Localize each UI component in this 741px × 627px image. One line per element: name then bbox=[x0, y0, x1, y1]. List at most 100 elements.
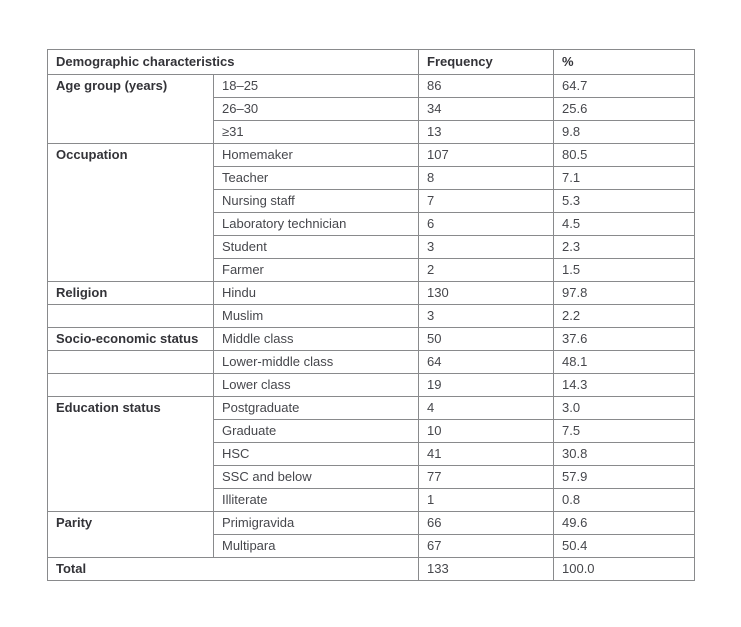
table-row: Farmer 2 1.5 bbox=[48, 258, 695, 282]
subcategory-cell: Postgraduate bbox=[213, 396, 419, 420]
table-row: Religion Hindu 130 97.8 bbox=[47, 281, 695, 305]
empty-category-cell bbox=[47, 373, 214, 397]
subcategory-cell: Nursing staff bbox=[213, 189, 419, 213]
frequency-cell: 4 bbox=[418, 396, 554, 420]
percent-cell: 5.3 bbox=[553, 189, 695, 213]
frequency-cell: 8 bbox=[418, 166, 554, 190]
percent-cell: 48.1 bbox=[553, 350, 695, 374]
frequency-cell: 50 bbox=[418, 327, 554, 351]
category-cell-age-group: Age group (years) bbox=[47, 74, 214, 144]
percent-cell: 0.8 bbox=[553, 488, 695, 512]
category-cell-education: Education status bbox=[47, 396, 214, 512]
percent-cell: 97.8 bbox=[553, 281, 695, 305]
header-cell-characteristic: Demographic characteristics bbox=[47, 49, 419, 75]
percent-cell: 49.6 bbox=[553, 511, 695, 535]
table-row: Lower-middle class 64 48.1 bbox=[47, 350, 695, 374]
frequency-cell: 2 bbox=[418, 258, 554, 282]
frequency-cell: 13 bbox=[418, 120, 554, 144]
table-row: Socio-economic status Middle class 50 37… bbox=[47, 327, 695, 351]
subcategory-cell: Student bbox=[213, 235, 419, 259]
frequency-cell: 3 bbox=[418, 235, 554, 259]
category-cell-religion: Religion bbox=[47, 281, 214, 305]
table-row: Parity Primigravida 66 49.6 bbox=[47, 511, 695, 558]
frequency-cell: 10 bbox=[418, 419, 554, 443]
percent-cell: 2.3 bbox=[553, 235, 695, 259]
subcategory-cell: Illiterate bbox=[213, 488, 419, 512]
table-row: 26–30 34 25.6 bbox=[48, 97, 695, 121]
table-row: HSC 41 30.8 bbox=[48, 442, 695, 466]
subcategory-cell: Teacher bbox=[213, 166, 419, 190]
percent-cell: 2.2 bbox=[553, 304, 695, 328]
table-row: Occupation Homemaker 107 80.5 bbox=[47, 143, 695, 282]
subcategory-cell: ≥31 bbox=[213, 120, 419, 144]
percent-cell: 3.0 bbox=[553, 396, 695, 420]
total-frequency-cell: 133 bbox=[418, 557, 554, 581]
header-cell-frequency: Frequency bbox=[418, 49, 554, 75]
frequency-cell: 66 bbox=[418, 511, 554, 535]
frequency-cell: 107 bbox=[418, 143, 554, 167]
frequency-cell: 7 bbox=[418, 189, 554, 213]
subcategory-cell: Graduate bbox=[213, 419, 419, 443]
table-row: Education status Postgraduate 4 3.0 bbox=[47, 396, 695, 512]
frequency-cell: 130 bbox=[418, 281, 554, 305]
subcategory-cell: HSC bbox=[213, 442, 419, 466]
frequency-cell: 67 bbox=[418, 534, 554, 558]
empty-category-cell bbox=[47, 350, 214, 374]
table-row: Student 3 2.3 bbox=[48, 235, 695, 259]
percent-cell: 80.5 bbox=[553, 143, 695, 167]
percent-cell: 1.5 bbox=[553, 258, 695, 282]
frequency-cell: 41 bbox=[418, 442, 554, 466]
table-row: Lower class 19 14.3 bbox=[47, 373, 695, 397]
frequency-cell: 64 bbox=[418, 350, 554, 374]
percent-cell: 9.8 bbox=[553, 120, 695, 144]
percent-cell: 57.9 bbox=[553, 465, 695, 489]
subcategory-cell: 18–25 bbox=[213, 74, 419, 98]
category-cell-occupation: Occupation bbox=[47, 143, 214, 282]
percent-cell: 4.5 bbox=[553, 212, 695, 236]
table-row: ≥31 13 9.8 bbox=[48, 120, 695, 144]
percent-cell: 37.6 bbox=[553, 327, 695, 351]
frequency-cell: 77 bbox=[418, 465, 554, 489]
frequency-cell: 34 bbox=[418, 97, 554, 121]
subcategory-cell: Hindu bbox=[213, 281, 419, 305]
demographics-table-container: Demographic characteristics Frequency % … bbox=[47, 49, 695, 581]
table-row: Muslim 3 2.2 bbox=[47, 304, 695, 328]
frequency-cell: 86 bbox=[418, 74, 554, 98]
percent-cell: 50.4 bbox=[553, 534, 695, 558]
subcategory-cell: 26–30 bbox=[213, 97, 419, 121]
header-cell-percent: % bbox=[553, 49, 695, 75]
subcategory-cell: Middle class bbox=[213, 327, 419, 351]
demographics-table: Demographic characteristics Frequency % … bbox=[47, 49, 695, 581]
percent-cell: 7.1 bbox=[553, 166, 695, 190]
table-row: Teacher 8 7.1 bbox=[48, 166, 695, 190]
table-row: Age group (years) 18–25 86 64.7 bbox=[47, 74, 695, 144]
category-cell-socio-economic: Socio-economic status bbox=[47, 327, 214, 351]
frequency-cell: 6 bbox=[418, 212, 554, 236]
frequency-cell: 19 bbox=[418, 373, 554, 397]
total-percent-cell: 100.0 bbox=[553, 557, 695, 581]
category-cell-parity: Parity bbox=[47, 511, 214, 558]
table-row: Graduate 10 7.5 bbox=[48, 419, 695, 443]
subcategory-cell: Farmer bbox=[213, 258, 419, 282]
frequency-cell: 1 bbox=[418, 488, 554, 512]
subcategory-cell: SSC and below bbox=[213, 465, 419, 489]
subcategory-cell: Multipara bbox=[213, 534, 419, 558]
subcategory-cell: Lower-middle class bbox=[213, 350, 419, 374]
subcategory-cell: Primigravida bbox=[213, 511, 419, 535]
table-row: Nursing staff 7 5.3 bbox=[48, 189, 695, 213]
subcategory-cell: Lower class bbox=[213, 373, 419, 397]
subcategory-cell: Muslim bbox=[213, 304, 419, 328]
table-total-row: Total 133 100.0 bbox=[47, 557, 695, 581]
percent-cell: 25.6 bbox=[553, 97, 695, 121]
table-header-row: Demographic characteristics Frequency % bbox=[47, 49, 695, 75]
percent-cell: 7.5 bbox=[553, 419, 695, 443]
empty-category-cell bbox=[47, 304, 214, 328]
percent-cell: 30.8 bbox=[553, 442, 695, 466]
subcategory-cell: Laboratory technician bbox=[213, 212, 419, 236]
percent-cell: 14.3 bbox=[553, 373, 695, 397]
subcategory-cell: Homemaker bbox=[213, 143, 419, 167]
total-label-cell: Total bbox=[47, 557, 419, 581]
percent-cell: 64.7 bbox=[553, 74, 695, 98]
frequency-cell: 3 bbox=[418, 304, 554, 328]
table-row: SSC and below 77 57.9 bbox=[48, 465, 695, 489]
